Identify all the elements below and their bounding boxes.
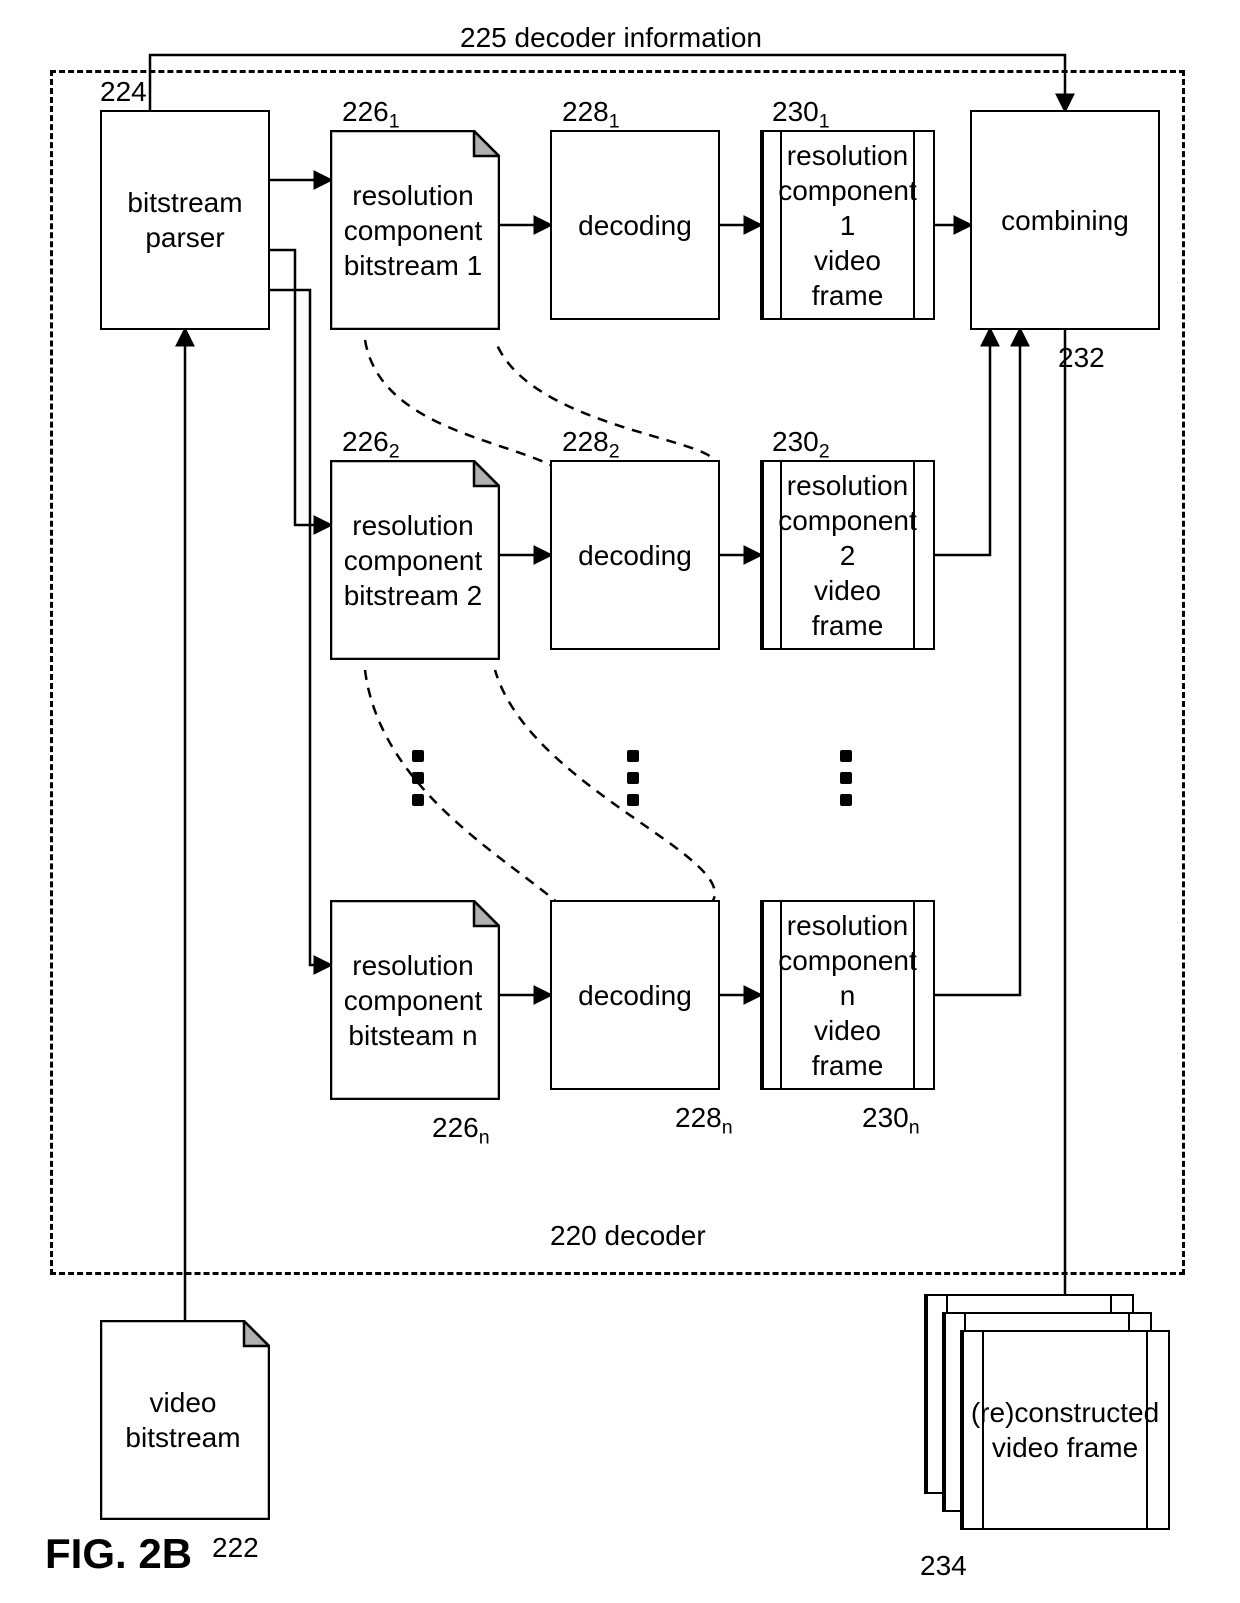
ellipsis-dots: [627, 750, 639, 806]
ellipsis-dots: [412, 750, 424, 806]
comb-block: combining: [970, 110, 1160, 330]
ref-label-224: 224: [100, 76, 147, 108]
ref-label-228n: 228n: [675, 1102, 733, 1140]
ref-label-2262: 2262: [342, 426, 400, 464]
ref-label-222: 222: [212, 1532, 259, 1564]
ref-label-decinfo: 225 decoder information: [460, 22, 762, 54]
diagram-canvas: bitstreamparser combining decoding decoding…: [30, 30, 1210, 1573]
ref-label-2301: 2301: [772, 96, 830, 134]
bsn-doc: resolutioncomponentbitsteam n: [330, 900, 500, 1100]
vf2-frame: resolutioncomponent 2video frame: [760, 460, 935, 650]
dec1-block: decoding: [550, 130, 720, 320]
vf1-frame: resolutioncomponent 1video frame: [760, 130, 935, 320]
decn-block: decoding: [550, 900, 720, 1090]
parser-block: bitstreamparser: [100, 110, 270, 330]
ref-label-2261: 2261: [342, 96, 400, 134]
ref-label-232: 232: [1058, 342, 1105, 374]
ref-label-230n: 230n: [862, 1102, 920, 1140]
ellipsis-dots: [840, 750, 852, 806]
dec2-block: decoding: [550, 460, 720, 650]
vbs-doc: videobitstream: [100, 1320, 270, 1520]
ref-label-2302: 2302: [772, 426, 830, 464]
ref-label-2282: 2282: [562, 426, 620, 464]
vfn-frame: resolutioncomponent nvideo frame: [760, 900, 935, 1090]
figure-label: FIG. 2B: [45, 1530, 192, 1578]
bs2-doc: resolutioncomponentbitstream 2: [330, 460, 500, 660]
ref-label-dec: 220 decoder: [550, 1220, 706, 1252]
ref-label-226n: 226n: [432, 1112, 490, 1150]
ref-label-2281: 2281: [562, 96, 620, 134]
bs1-doc: resolutioncomponentbitstream 1: [330, 130, 500, 330]
ref-label-234: 234: [920, 1550, 967, 1582]
out-frame-0: (re)constructedvideo frame: [960, 1330, 1170, 1530]
